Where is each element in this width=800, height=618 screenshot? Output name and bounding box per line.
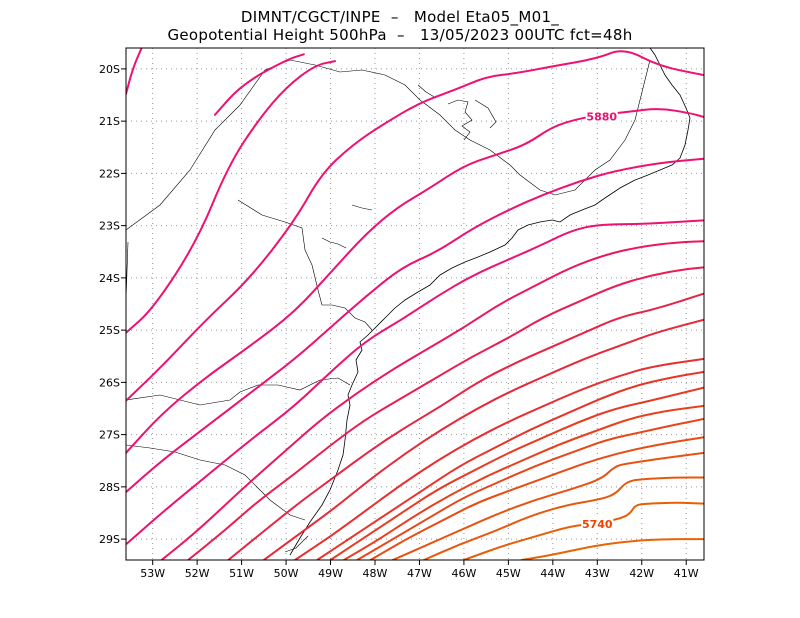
lat-tick-label: 24S xyxy=(99,272,120,285)
height-contour-line xyxy=(422,476,704,560)
height-contour-line xyxy=(462,501,704,560)
height-contour-line xyxy=(126,50,704,402)
height-contour-line xyxy=(369,436,704,560)
lon-tick-label: 49W xyxy=(318,567,343,580)
lon-tick-label: 53W xyxy=(140,567,165,580)
height-contour-line xyxy=(213,53,305,116)
height-contour-line xyxy=(262,318,704,560)
lat-tick-label: 23S xyxy=(99,220,120,233)
height-contour-line xyxy=(126,108,704,454)
axis-ticks: 20S 21S 22S 23S 24S 25S 26S 27S 28S 29S 53W 52W 51W 5… xyxy=(99,63,699,580)
height-contour-line xyxy=(294,357,704,560)
map-frame xyxy=(125,47,705,561)
lat-tick-label: 21S xyxy=(99,115,120,128)
height-contour-line xyxy=(316,370,704,560)
lon-tick-label: 48W xyxy=(363,567,388,580)
lat-tick-label: 25S xyxy=(99,324,120,337)
lon-tick-label: 50W xyxy=(274,567,299,580)
map-title-line2: Geopotential Height 500hPa – 13/05/2023 … xyxy=(167,26,633,44)
reservoir-4 xyxy=(351,204,373,211)
height-contour-line xyxy=(160,240,704,560)
lon-tick-label: 45W xyxy=(496,567,521,580)
height-contour-line xyxy=(391,451,704,560)
lon-tick-label: 41W xyxy=(674,567,699,580)
lon-tick-label: 42W xyxy=(629,567,654,580)
state-border-mg-sp xyxy=(126,59,651,231)
height-contour-line xyxy=(520,538,704,560)
lon-tick-label: 52W xyxy=(185,567,210,580)
lagoon xyxy=(284,535,309,553)
reservoir-3 xyxy=(417,84,437,99)
height-contour-line xyxy=(227,292,704,560)
height-contour-line xyxy=(187,266,704,560)
lat-tick-label: 28S xyxy=(99,481,120,494)
contour-label-bg xyxy=(581,518,614,531)
contour-label-bg xyxy=(585,110,618,123)
map-title-line1: DIMNT/CGCT/INPE – Model Eta05_M01_ xyxy=(240,8,560,26)
lon-tick-label: 44W xyxy=(540,567,565,580)
lon-tick-label: 51W xyxy=(229,567,254,580)
lon-tick-label: 47W xyxy=(407,567,432,580)
contour-label-layer: 5880 5740 xyxy=(581,110,618,531)
height-contour-line xyxy=(329,386,704,560)
height-contour-line xyxy=(126,157,704,494)
map-grid xyxy=(126,48,704,560)
coastline xyxy=(289,48,691,556)
lat-tick-label: 22S xyxy=(99,167,120,180)
contour-layer xyxy=(126,48,704,560)
contour-value-label: 5880 xyxy=(586,111,617,124)
lon-tick-label: 46W xyxy=(451,567,476,580)
height-contour-line xyxy=(342,404,704,560)
coastline-layer xyxy=(126,48,691,556)
state-border-pr-sc xyxy=(126,377,351,406)
lat-tick-label: 27S xyxy=(99,429,120,442)
state-border-sc-rs xyxy=(126,444,306,521)
lat-tick-label: 29S xyxy=(99,533,120,546)
height-contour-line xyxy=(126,219,704,546)
reservoir-2 xyxy=(474,99,497,129)
reservoir-5 xyxy=(321,237,347,249)
state-border-pr-sp xyxy=(237,199,373,331)
contour-value-label: 5740 xyxy=(582,518,613,531)
lat-tick-label: 20S xyxy=(99,63,120,76)
height-contour-line xyxy=(126,48,143,95)
height-contour-line xyxy=(356,417,704,560)
lat-tick-label: 26S xyxy=(99,376,120,389)
reservoir-1 xyxy=(447,99,473,141)
lon-tick-label: 43W xyxy=(585,567,610,580)
height-contour-line xyxy=(126,60,336,334)
